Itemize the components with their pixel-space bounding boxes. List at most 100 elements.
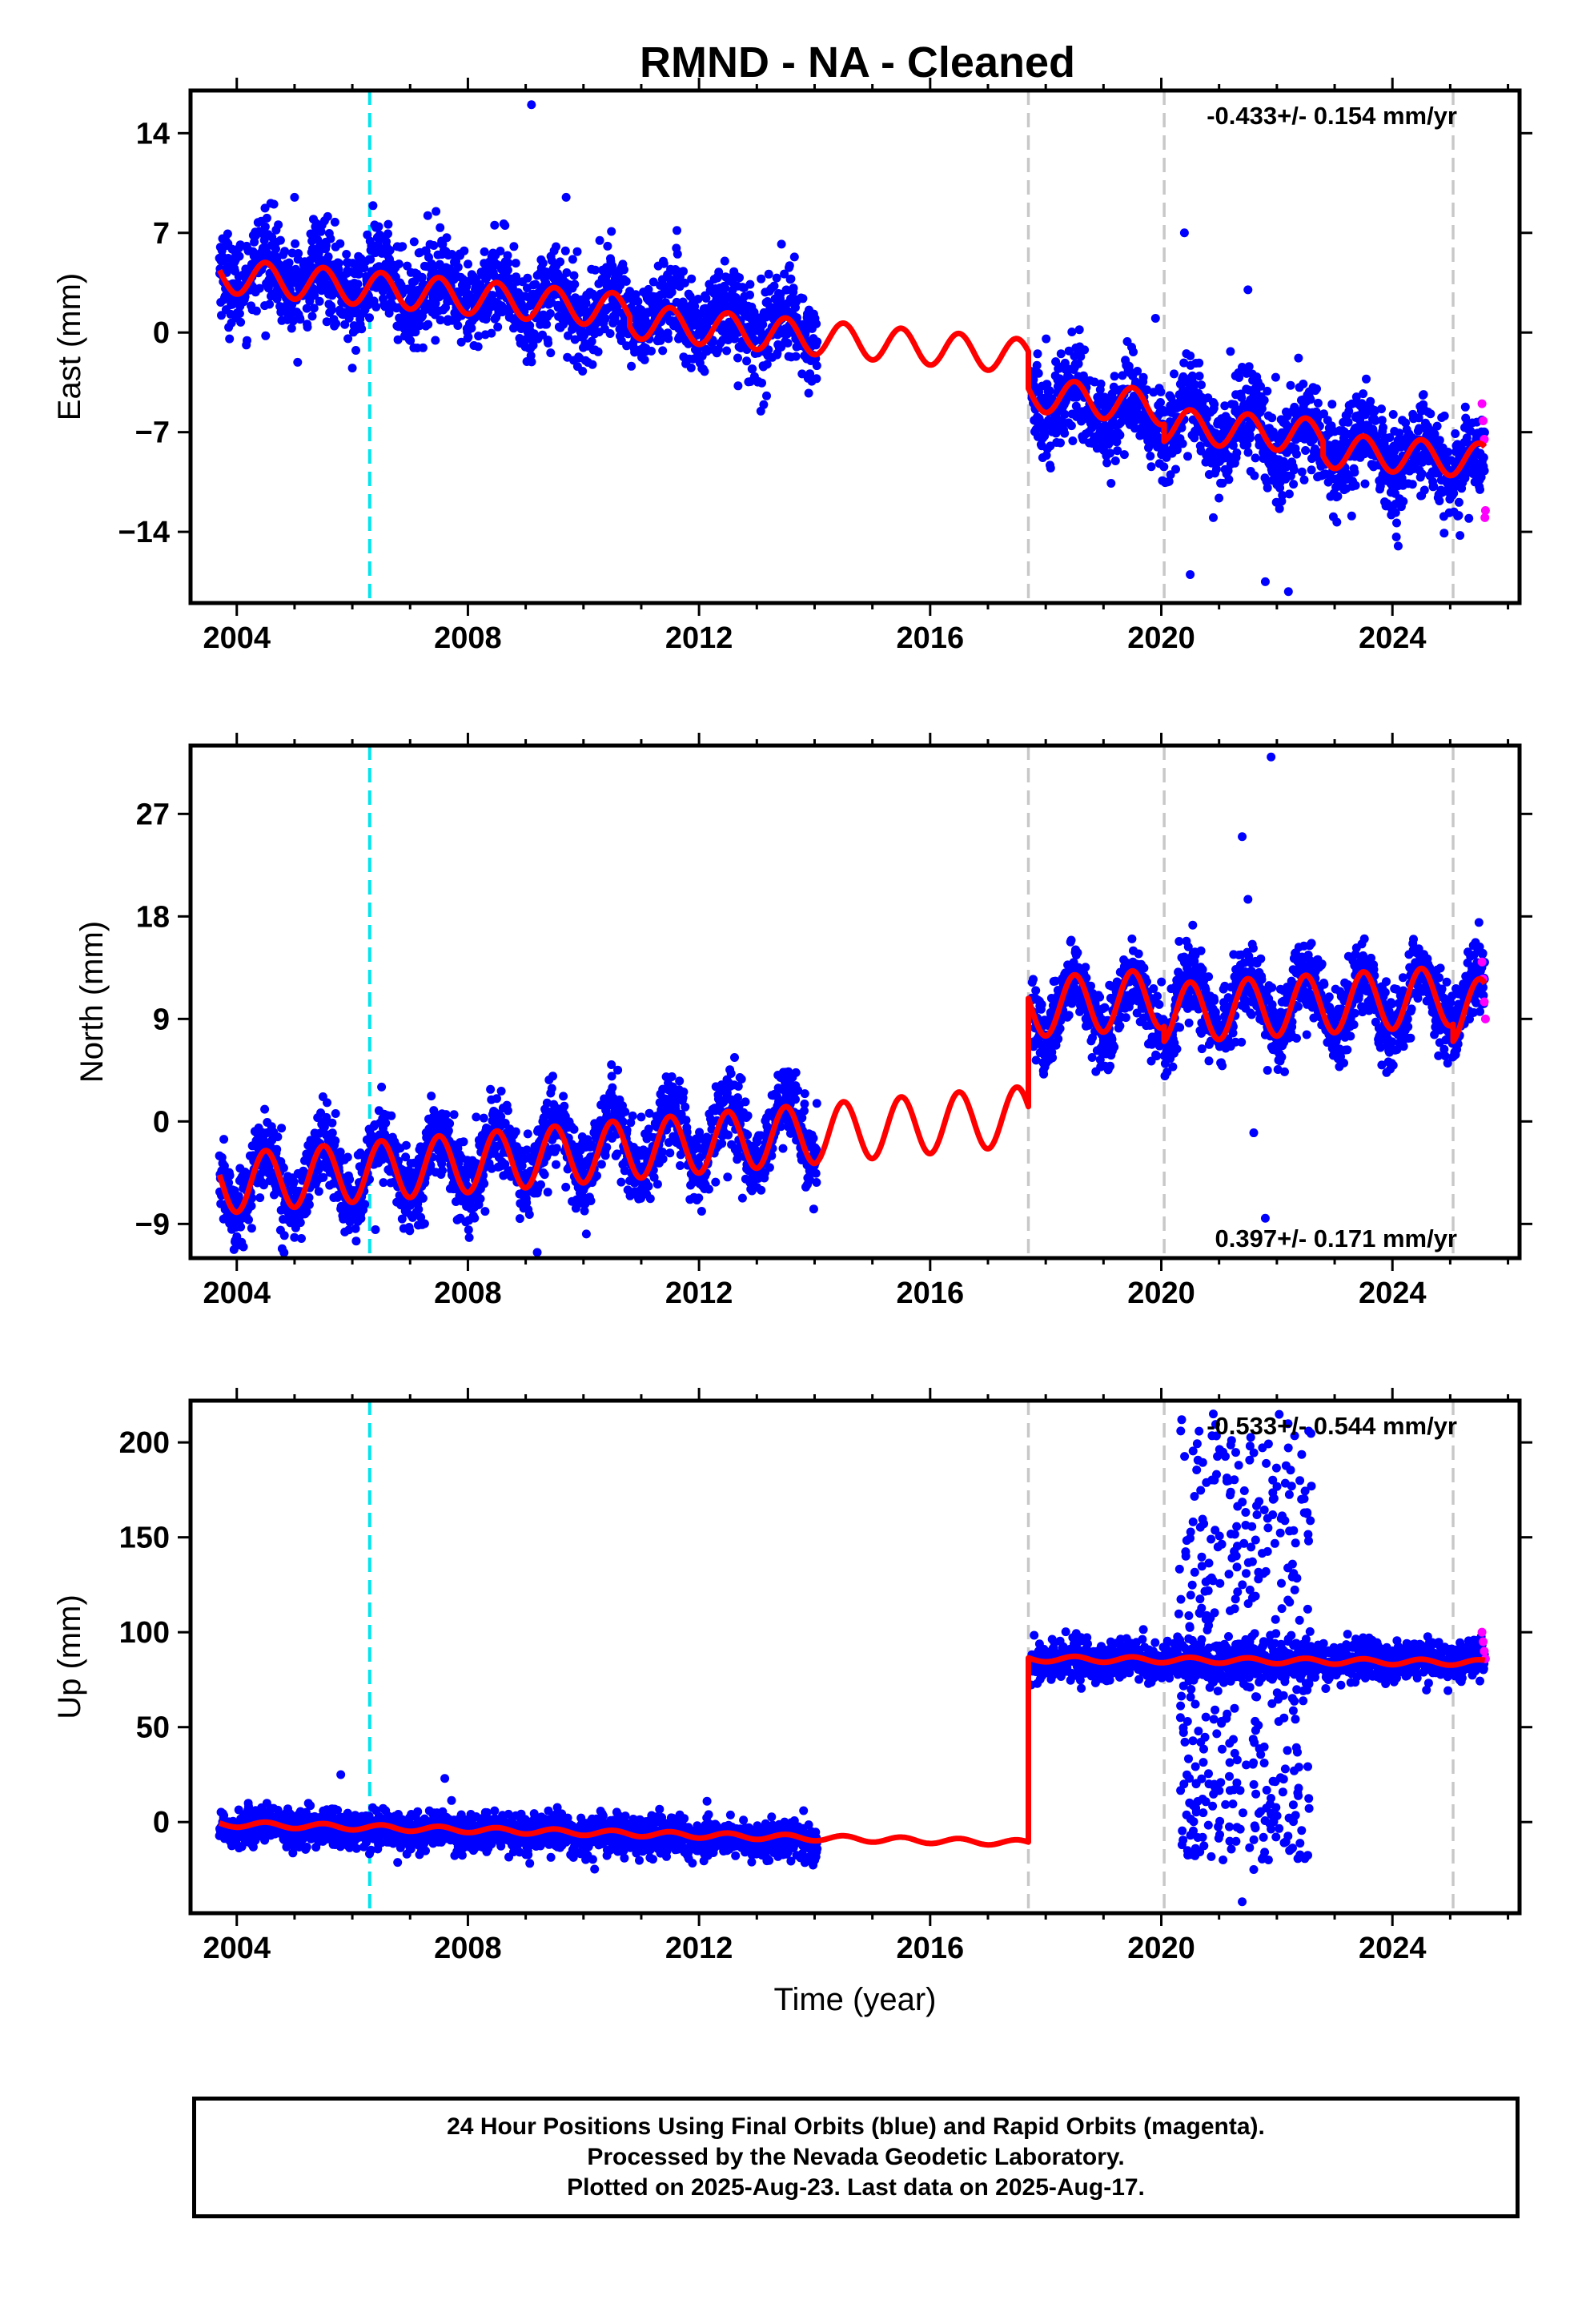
data-point xyxy=(511,259,520,268)
data-point xyxy=(1480,428,1489,437)
data-point xyxy=(331,1109,340,1118)
data-point xyxy=(649,1172,659,1182)
data-point xyxy=(1113,446,1122,456)
y-axis-label: East (mm) xyxy=(52,273,87,420)
data-point xyxy=(545,309,555,318)
data-point xyxy=(733,353,742,363)
data-point xyxy=(742,356,752,366)
x-tick-label: 2012 xyxy=(665,621,733,655)
data-point xyxy=(812,374,821,384)
data-point xyxy=(1419,390,1428,400)
data-point xyxy=(586,1196,596,1205)
data-point xyxy=(307,312,317,321)
data-point xyxy=(303,323,312,332)
data-point xyxy=(1351,480,1360,490)
data-point xyxy=(697,1207,706,1216)
data-point xyxy=(1263,386,1272,396)
data-point xyxy=(368,201,378,211)
data-point xyxy=(644,284,653,294)
data-point xyxy=(1235,373,1244,382)
data-point xyxy=(1188,372,1198,382)
data-point xyxy=(1297,467,1307,476)
data-point xyxy=(1129,348,1138,356)
data-point xyxy=(1186,351,1195,360)
data-point xyxy=(342,250,351,259)
data-point xyxy=(1362,374,1371,384)
data-point xyxy=(406,336,416,345)
data-point xyxy=(1399,497,1408,506)
data-point xyxy=(1313,398,1323,408)
data-point xyxy=(343,334,353,344)
data-point xyxy=(1060,358,1070,368)
data-point xyxy=(1197,380,1206,390)
data-point xyxy=(813,337,822,347)
data-point xyxy=(1454,511,1464,521)
outlier-point xyxy=(1283,587,1293,597)
outlier-point xyxy=(1260,577,1270,586)
rapid-point xyxy=(1479,416,1488,425)
data-point xyxy=(628,1111,637,1120)
data-point xyxy=(644,1181,653,1191)
data-point xyxy=(1391,533,1401,541)
data-point xyxy=(522,1145,532,1155)
x-tick-label: 2004 xyxy=(203,621,271,655)
data-point xyxy=(464,1232,474,1242)
data-point xyxy=(410,277,420,286)
rapid-point xyxy=(1480,513,1490,522)
data-point xyxy=(287,324,296,333)
data-point xyxy=(1385,433,1395,442)
data-point xyxy=(659,259,669,268)
data-point xyxy=(1080,345,1090,355)
data-point xyxy=(310,291,319,300)
data-point xyxy=(247,1224,256,1233)
x-tick-label: 2008 xyxy=(434,621,502,655)
data-point xyxy=(647,346,656,356)
data-point xyxy=(1171,464,1180,474)
data-point xyxy=(588,360,597,369)
y-tick-label: 14 xyxy=(136,117,170,151)
data-point xyxy=(772,273,781,283)
data-point xyxy=(327,1128,337,1138)
data-point xyxy=(289,1177,299,1187)
data-point xyxy=(621,276,631,286)
data-point xyxy=(500,1160,510,1169)
data-point xyxy=(424,252,433,262)
data-point xyxy=(411,328,420,337)
data-point xyxy=(552,1144,561,1153)
data-point xyxy=(735,273,744,283)
data-point xyxy=(345,1175,355,1184)
data-point xyxy=(721,283,730,292)
data-point xyxy=(1250,471,1259,480)
data-point xyxy=(607,227,616,236)
data-point xyxy=(552,1160,560,1169)
data-point xyxy=(1432,421,1442,431)
data-point xyxy=(542,320,552,329)
outlier-point xyxy=(290,192,299,202)
data-point xyxy=(436,316,445,325)
data-point xyxy=(1479,452,1488,462)
data-point xyxy=(438,1166,447,1176)
data-point xyxy=(523,273,532,283)
data-point xyxy=(593,347,603,356)
data-point xyxy=(356,1214,366,1223)
data-point xyxy=(618,1117,628,1127)
data-point xyxy=(687,274,697,283)
data-point xyxy=(340,320,350,329)
data-point xyxy=(273,292,283,301)
data-point xyxy=(1195,358,1204,368)
data-point xyxy=(1042,334,1051,344)
data-point xyxy=(1220,401,1230,411)
data-point xyxy=(1417,469,1427,479)
data-point xyxy=(608,1083,617,1092)
data-point xyxy=(1156,387,1166,396)
data-point xyxy=(383,219,393,229)
data-point xyxy=(591,265,600,275)
data-point xyxy=(464,259,472,269)
data-point xyxy=(344,1225,354,1235)
data-point xyxy=(1118,371,1127,380)
data-point xyxy=(351,1224,360,1233)
data-point xyxy=(418,343,428,352)
data-point xyxy=(327,1118,337,1128)
